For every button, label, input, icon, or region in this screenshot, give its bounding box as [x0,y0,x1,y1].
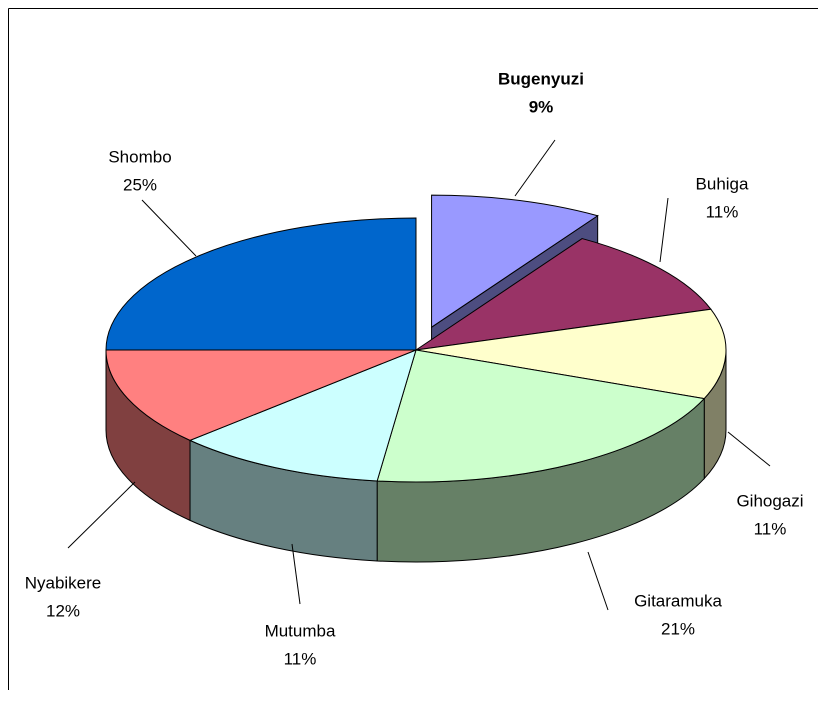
leader-line [659,197,669,263]
slice-value-label: 11% [706,202,739,221]
slice [415,308,727,400]
leader-line [67,481,136,549]
slice-value-label: 25% [123,175,157,194]
slice [105,217,417,351]
slice [376,349,706,483]
slice-label: Mutumba [265,621,336,640]
slice-label: Gitaramuka [634,591,722,610]
leader-line [514,139,556,197]
leader-line [727,431,771,467]
leader-line [291,543,301,605]
slice-label: Bugenyuzi [498,69,584,88]
slice [431,194,599,329]
leader-line [587,551,609,611]
slice-value-label: 11% [284,649,317,668]
leader-line [141,199,197,257]
slice [415,238,712,351]
slice-value-label: 11% [754,519,787,538]
slice-value-label: 21% [661,619,695,638]
slice [105,349,417,441]
slice-label: Gihogazi [736,491,803,510]
slice-value-label: 12% [46,601,80,620]
slice-value-label: 9% [529,97,554,116]
slice-label: Buhiga [696,174,749,193]
slice-label: Nyabikere [25,573,102,592]
slice-label: Shombo [108,147,171,166]
slice [188,349,417,482]
